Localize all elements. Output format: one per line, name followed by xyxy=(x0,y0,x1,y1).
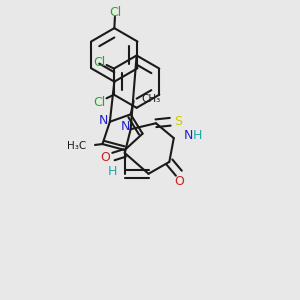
Text: H: H xyxy=(108,165,117,178)
Text: Cl: Cl xyxy=(93,56,105,68)
Text: O: O xyxy=(174,175,184,188)
Text: Cl: Cl xyxy=(93,96,105,109)
Text: H₃C: H₃C xyxy=(67,140,86,151)
Text: H: H xyxy=(193,129,202,142)
Text: N: N xyxy=(121,120,130,133)
Text: S: S xyxy=(174,115,182,128)
Text: CH₃: CH₃ xyxy=(141,94,160,104)
Text: N: N xyxy=(99,114,108,127)
Text: O: O xyxy=(100,151,110,164)
Text: N: N xyxy=(183,129,193,142)
Text: Cl: Cl xyxy=(109,6,121,19)
